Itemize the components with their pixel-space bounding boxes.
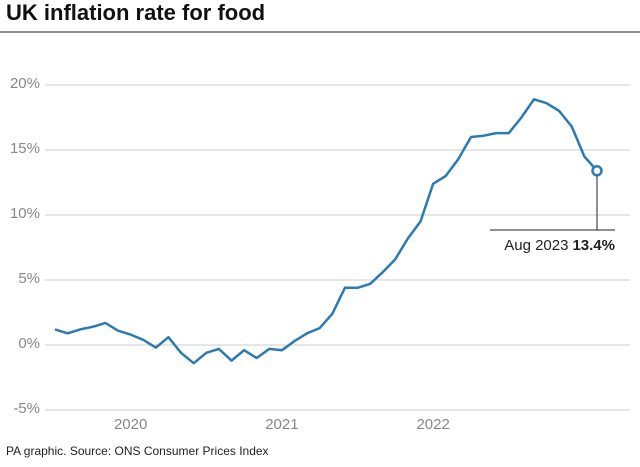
y-tick-label: 15% — [10, 140, 40, 157]
source-note: PA graphic. Source: ONS Consumer Prices … — [6, 444, 269, 458]
y-tick-label: 5% — [18, 270, 40, 287]
annotation-date: Aug 2023 — [504, 237, 568, 254]
x-tick-label: 2022 — [416, 416, 449, 433]
x-tick-label: 2021 — [265, 416, 298, 433]
line — [54, 98, 598, 365]
chart-title: UK inflation rate for food — [6, 0, 265, 25]
x-tick-label: 2020 — [114, 416, 147, 433]
value-label: 13.4% — [572, 237, 615, 254]
y-tick-label: -5% — [13, 400, 40, 417]
y-tick-label: 0% — [18, 335, 40, 352]
annotation: Aug 2023 13.4% — [504, 237, 615, 254]
y-tick-label: 20% — [10, 75, 40, 92]
end-marker — [591, 165, 603, 177]
y-tick-label: 10% — [10, 205, 40, 222]
